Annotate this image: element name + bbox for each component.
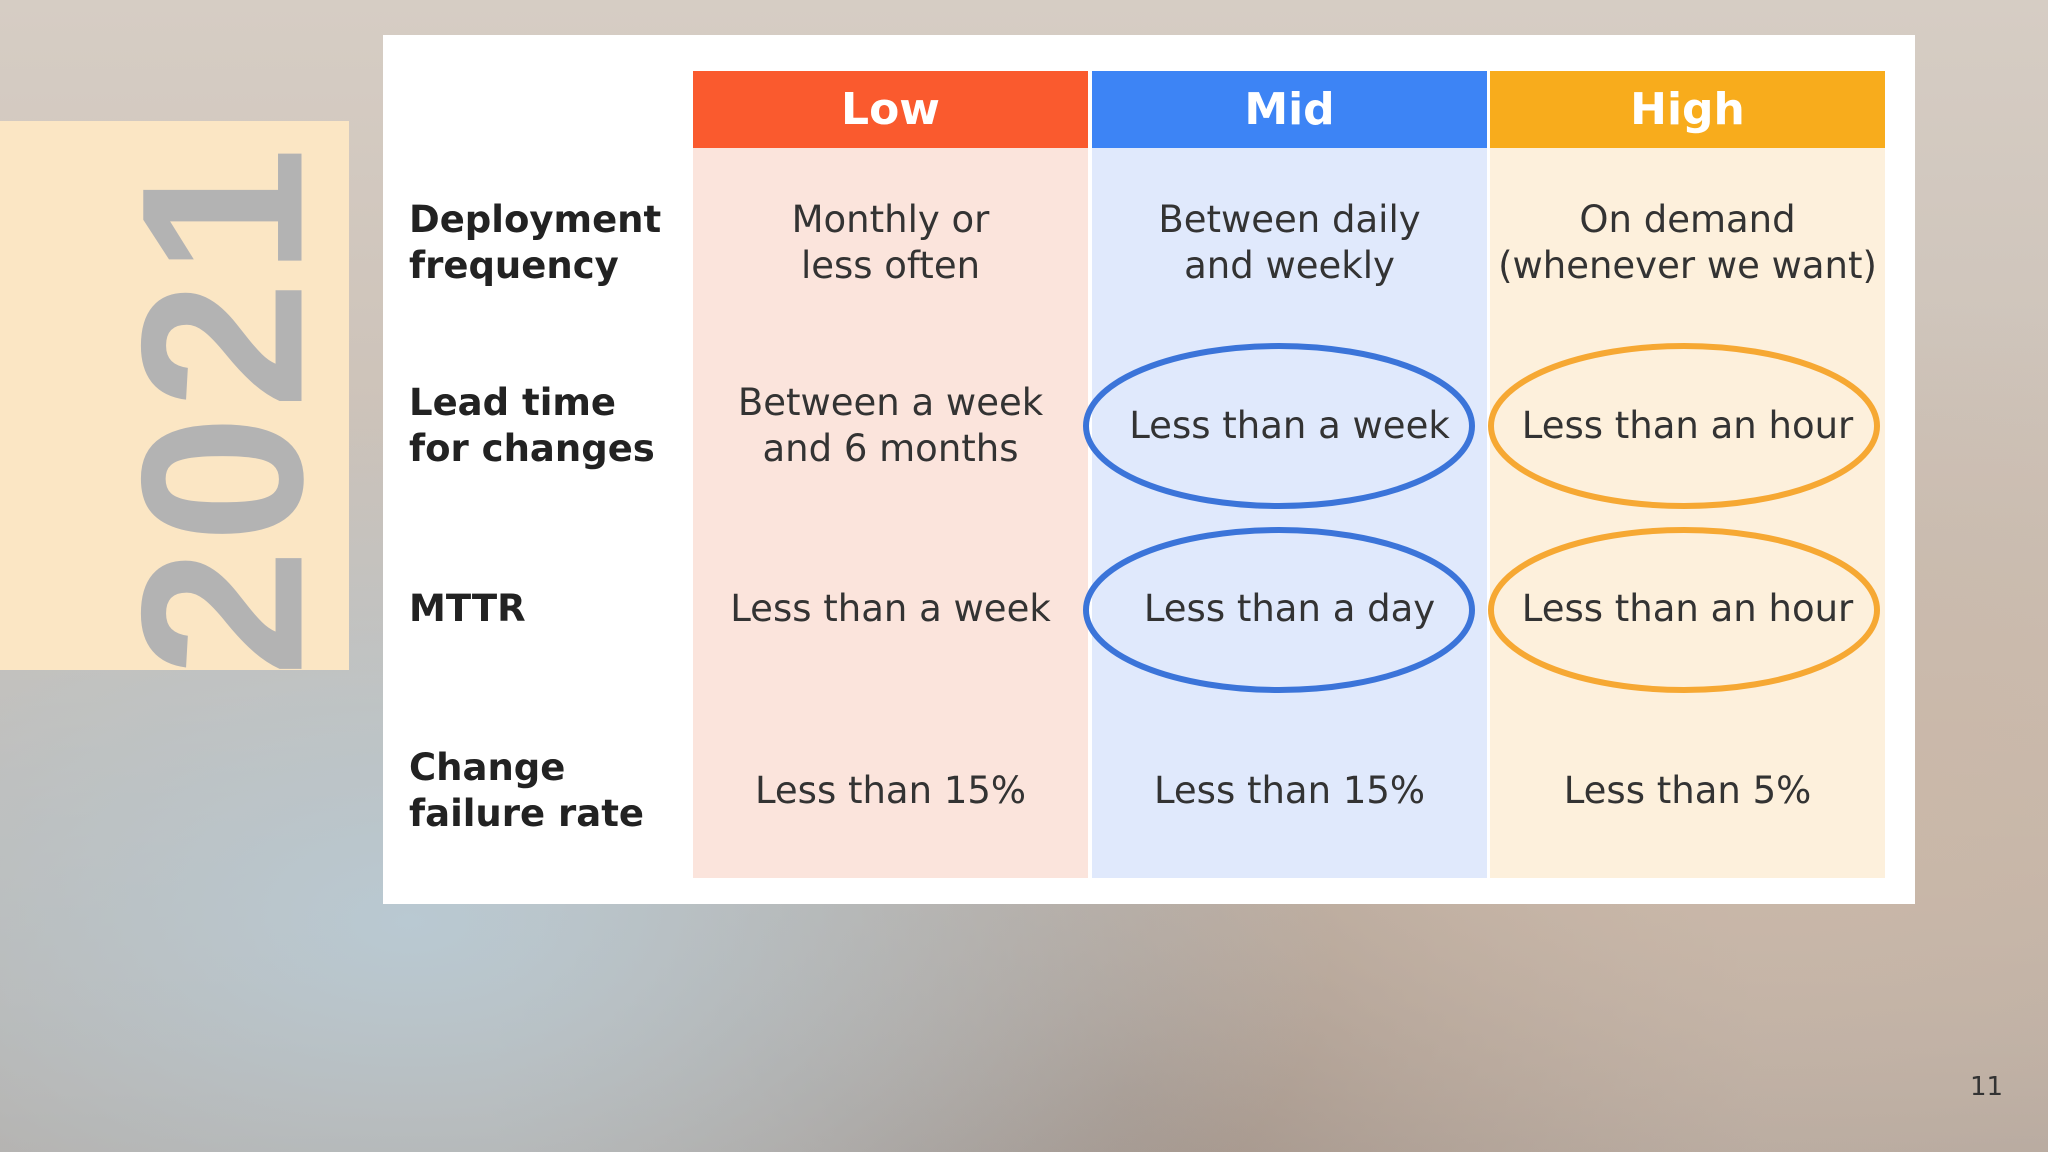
highlight-ring xyxy=(1083,343,1475,509)
table-cell: Less than an hour xyxy=(1521,587,1854,630)
table-cell: Less than an hour xyxy=(1521,404,1854,447)
column-header: Low xyxy=(693,71,1088,148)
highlight-ring xyxy=(1488,343,1880,509)
table-cell: Less than 5% xyxy=(1563,769,1812,812)
column: Mid xyxy=(1092,71,1487,878)
row-label: Deployment frequency xyxy=(409,198,662,287)
page-number: 11 xyxy=(1970,1072,2004,1102)
column-header: Mid xyxy=(1092,71,1487,148)
column: Low xyxy=(693,71,1088,878)
row-label: Lead time for changes xyxy=(409,381,655,470)
year-panel xyxy=(0,121,349,670)
column: High xyxy=(1490,71,1885,878)
column-header: High xyxy=(1490,71,1885,148)
table-cell: Less than a week xyxy=(1129,404,1450,447)
table-cell: Less than 15% xyxy=(1153,769,1426,812)
table-cell: Less than 15% xyxy=(754,769,1027,812)
table-cell: Less than a week xyxy=(730,587,1051,630)
highlight-ring xyxy=(1083,527,1475,693)
row-label: Change failure rate xyxy=(409,746,644,835)
table-cell: Less than a day xyxy=(1143,587,1436,630)
table-cell: Between a week and 6 months xyxy=(737,381,1044,470)
table-cell: Between daily and weekly xyxy=(1158,198,1421,287)
highlight-ring xyxy=(1488,527,1880,693)
row-label: MTTR xyxy=(409,587,526,630)
table-cell: Monthly or less often xyxy=(791,198,990,287)
table-cell: On demand (whenever we want) xyxy=(1498,198,1877,287)
